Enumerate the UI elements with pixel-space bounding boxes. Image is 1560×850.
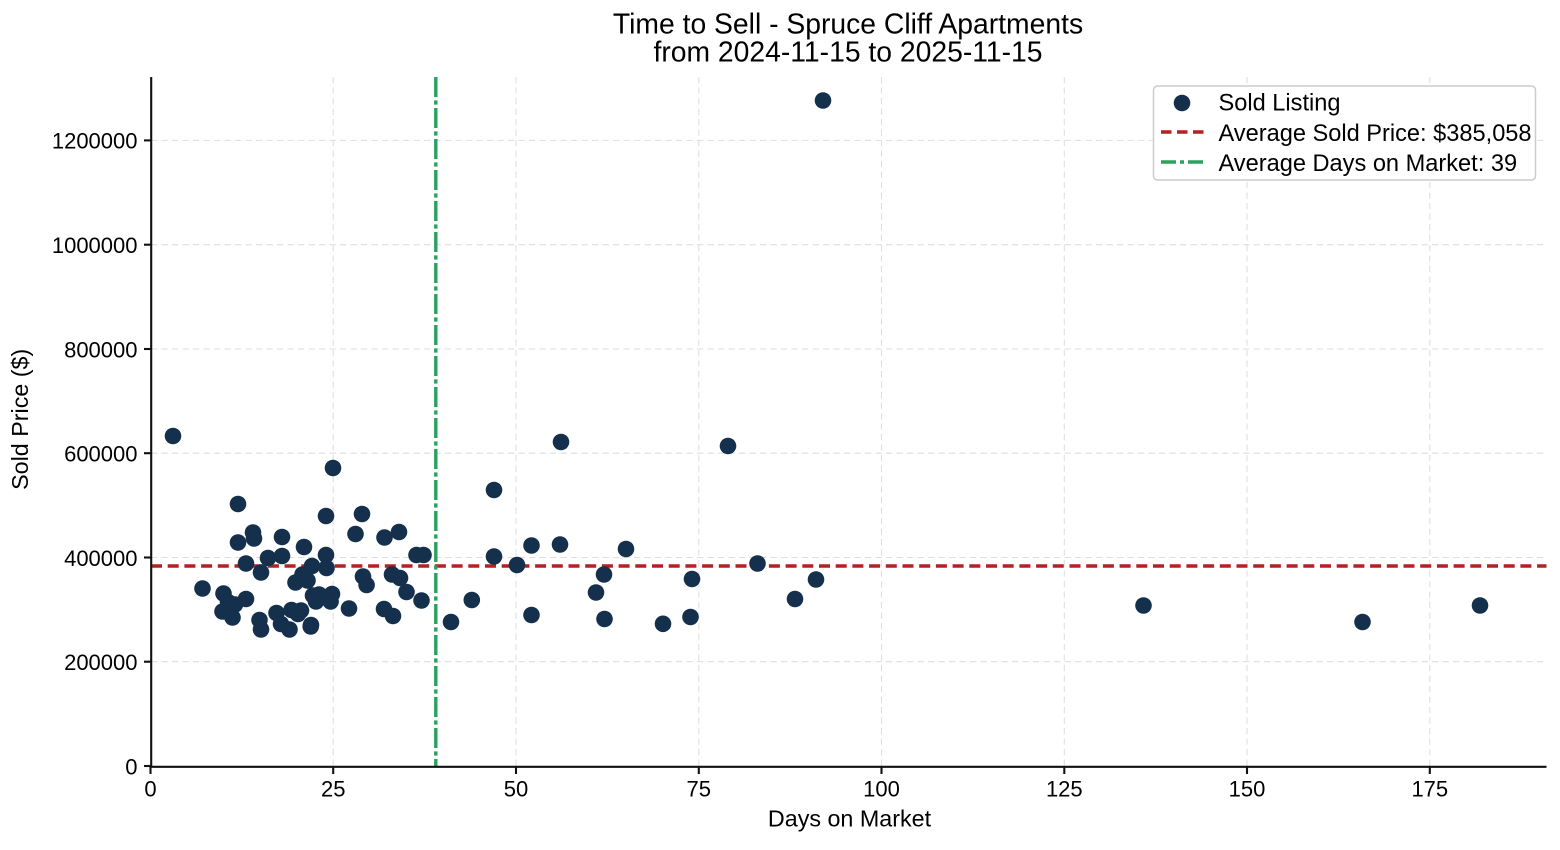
svg-text:from 2024-11-15 to 2025-11-15: from 2024-11-15 to 2025-11-15 — [653, 36, 1042, 68]
svg-text:75: 75 — [687, 776, 711, 801]
svg-text:0: 0 — [125, 754, 137, 779]
svg-text:Sold Listing: Sold Listing — [1219, 91, 1341, 117]
svg-text:100: 100 — [863, 776, 900, 801]
svg-text:125: 125 — [1046, 776, 1083, 801]
svg-text:Average Sold Price: $385,058: Average Sold Price: $385,058 — [1219, 121, 1532, 147]
svg-text:50: 50 — [504, 776, 528, 801]
svg-text:Time to Sell - Spruce Cliff Ap: Time to Sell - Spruce Cliff Apartments — [613, 8, 1083, 40]
svg-text:25: 25 — [321, 776, 345, 801]
svg-text:800000: 800000 — [64, 337, 137, 362]
svg-text:1200000: 1200000 — [52, 129, 138, 154]
svg-text:Average Days on Market: 39: Average Days on Market: 39 — [1219, 151, 1518, 177]
svg-text:400000: 400000 — [64, 546, 137, 571]
svg-text:0: 0 — [144, 776, 156, 801]
svg-text:600000: 600000 — [64, 442, 137, 467]
svg-text:150: 150 — [1229, 776, 1266, 801]
svg-text:175: 175 — [1411, 776, 1448, 801]
svg-text:Days on Market: Days on Market — [768, 806, 932, 832]
svg-text:Sold Price ($): Sold Price ($) — [7, 349, 33, 490]
svg-text:200000: 200000 — [64, 650, 137, 675]
svg-text:1000000: 1000000 — [52, 233, 138, 258]
